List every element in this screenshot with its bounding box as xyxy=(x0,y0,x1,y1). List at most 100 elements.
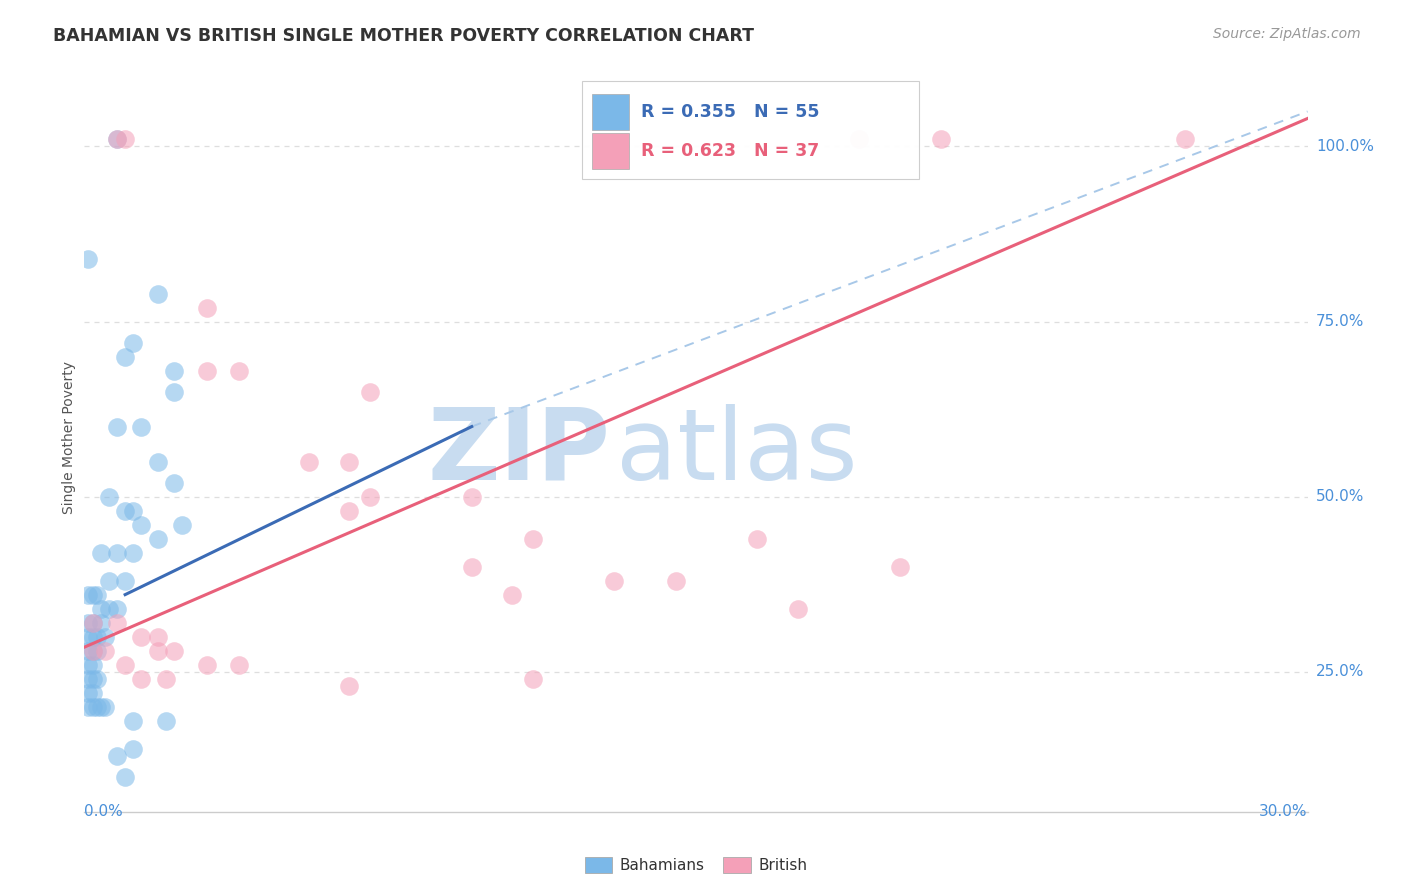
Point xyxy=(359,490,381,504)
Point xyxy=(77,615,100,630)
Point xyxy=(146,643,169,657)
Point xyxy=(77,643,100,657)
Point xyxy=(82,630,104,644)
Point xyxy=(86,699,108,714)
Point xyxy=(522,672,544,686)
FancyBboxPatch shape xyxy=(592,133,628,169)
Point xyxy=(146,630,169,644)
Point xyxy=(122,741,145,756)
Point xyxy=(93,699,115,714)
Point xyxy=(82,672,104,686)
Point xyxy=(97,574,120,588)
Text: R = 0.355   N = 55: R = 0.355 N = 55 xyxy=(641,103,820,121)
Point xyxy=(787,601,810,615)
Point xyxy=(131,672,153,686)
Legend: Bahamians, British: Bahamians, British xyxy=(578,851,814,879)
Point xyxy=(114,503,136,517)
Point xyxy=(90,699,112,714)
Point xyxy=(86,588,108,602)
Point xyxy=(122,335,145,350)
Point xyxy=(747,532,769,546)
Text: 100.0%: 100.0% xyxy=(1316,139,1374,154)
Point xyxy=(155,714,177,728)
Point xyxy=(195,301,218,315)
Point xyxy=(90,546,112,560)
Point xyxy=(163,643,186,657)
Text: atlas: atlas xyxy=(616,403,858,500)
Point xyxy=(195,657,218,672)
Point xyxy=(131,630,153,644)
Point xyxy=(93,643,115,657)
Point xyxy=(114,350,136,364)
Point xyxy=(339,679,361,693)
Text: 30.0%: 30.0% xyxy=(1260,805,1308,819)
Point xyxy=(105,132,128,146)
Point xyxy=(131,517,153,532)
Point xyxy=(90,601,112,615)
Point xyxy=(82,643,104,657)
Point xyxy=(105,546,128,560)
Text: Source: ZipAtlas.com: Source: ZipAtlas.com xyxy=(1213,27,1361,41)
Point xyxy=(522,532,544,546)
Point xyxy=(82,699,104,714)
Point xyxy=(172,517,194,532)
Text: ZIP: ZIP xyxy=(427,403,610,500)
Point xyxy=(82,615,104,630)
Point xyxy=(77,686,100,700)
FancyBboxPatch shape xyxy=(592,94,628,130)
Text: R = 0.623   N = 37: R = 0.623 N = 37 xyxy=(641,142,820,160)
Point xyxy=(82,588,104,602)
Point xyxy=(97,490,120,504)
Point xyxy=(665,574,688,588)
Point xyxy=(105,748,128,763)
Point xyxy=(163,363,186,377)
Point xyxy=(86,630,108,644)
Point xyxy=(146,532,169,546)
Point xyxy=(359,384,381,399)
Point xyxy=(90,615,112,630)
Text: BAHAMIAN VS BRITISH SINGLE MOTHER POVERTY CORRELATION CHART: BAHAMIAN VS BRITISH SINGLE MOTHER POVERT… xyxy=(53,27,755,45)
Point xyxy=(105,132,128,146)
Text: 0.0%: 0.0% xyxy=(84,805,124,819)
Text: 50.0%: 50.0% xyxy=(1316,489,1364,504)
Text: 25.0%: 25.0% xyxy=(1316,665,1364,679)
Point xyxy=(77,252,100,266)
Point xyxy=(114,574,136,588)
Point xyxy=(603,574,626,588)
Point xyxy=(146,454,169,468)
Point xyxy=(122,714,145,728)
Point xyxy=(461,490,484,504)
Text: 75.0%: 75.0% xyxy=(1316,314,1364,329)
Point xyxy=(889,559,911,574)
Point xyxy=(1174,132,1197,146)
Point xyxy=(114,132,136,146)
Point xyxy=(82,643,104,657)
Point xyxy=(105,419,128,434)
Point xyxy=(929,132,952,146)
Point xyxy=(93,630,115,644)
Point xyxy=(77,672,100,686)
Point xyxy=(502,588,524,602)
Point xyxy=(82,615,104,630)
Point xyxy=(461,559,484,574)
Point xyxy=(339,503,361,517)
Point xyxy=(114,657,136,672)
Point xyxy=(228,657,250,672)
Point xyxy=(77,588,100,602)
Point xyxy=(848,132,870,146)
Point xyxy=(105,615,128,630)
Point xyxy=(105,601,128,615)
Point xyxy=(77,630,100,644)
Y-axis label: Single Mother Poverty: Single Mother Poverty xyxy=(62,360,76,514)
Point xyxy=(82,657,104,672)
Point xyxy=(195,363,218,377)
Point xyxy=(298,454,321,468)
Point xyxy=(86,643,108,657)
Point xyxy=(122,503,145,517)
Point xyxy=(146,286,169,301)
Point xyxy=(86,672,108,686)
Point xyxy=(77,657,100,672)
Point xyxy=(114,770,136,784)
Point xyxy=(155,672,177,686)
FancyBboxPatch shape xyxy=(582,81,918,178)
